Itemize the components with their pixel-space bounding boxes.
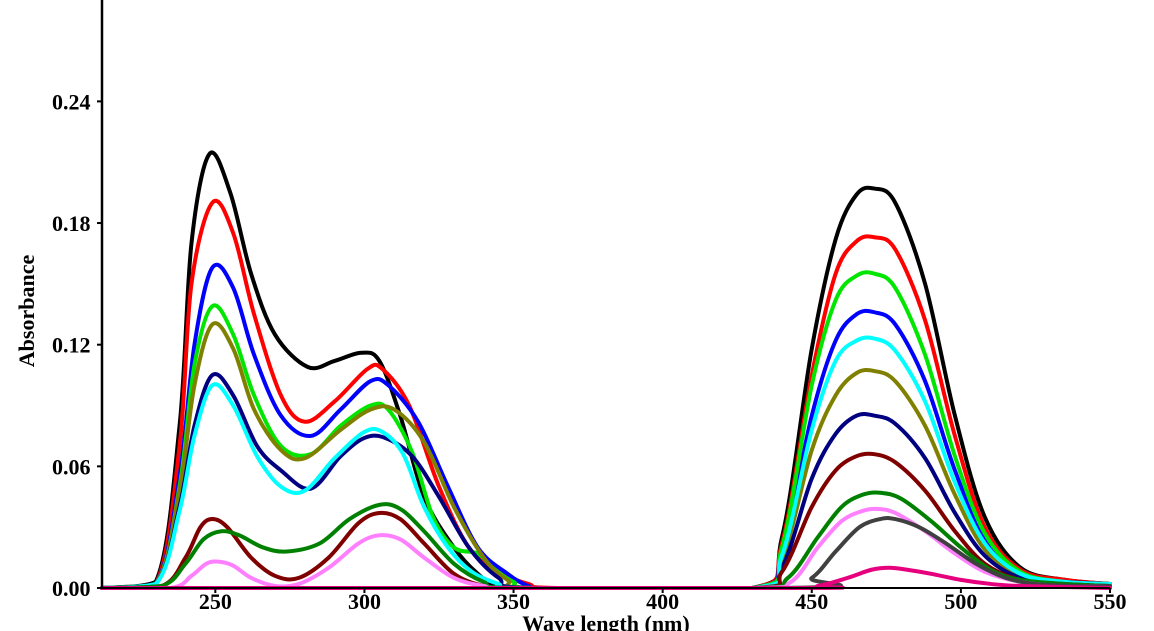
x-axis-title: Wave length (nm) — [522, 611, 689, 631]
series-line-6 — [100, 372, 1112, 591]
y-tick-label: 0.12 — [52, 333, 91, 358]
x-tick-label: 500 — [944, 589, 977, 614]
x-tick-label: 550 — [1094, 589, 1127, 614]
y-tick-label: 0.18 — [52, 211, 91, 236]
x-tick-label: 450 — [795, 589, 828, 614]
series-line-3 — [100, 262, 1112, 591]
x-tick-label: 300 — [348, 589, 381, 614]
series-line-7 — [100, 335, 1112, 591]
series-line-5 — [100, 321, 1112, 591]
y-tick-label: 0.00 — [52, 576, 91, 601]
y-tick-label: 0.24 — [52, 89, 91, 114]
x-tick-label: 250 — [199, 589, 232, 614]
series-layer — [100, 150, 1112, 591]
x-tick-label: 400 — [646, 589, 679, 614]
y-axis-title: Absorbance — [14, 255, 39, 368]
x-tick-label: 350 — [497, 589, 530, 614]
y-tick-label: 0.06 — [52, 454, 91, 479]
ticks-layer: 250 300 350 400 450 500 550 0.00 0.06 0.12 0.18 0.2… — [52, 89, 1127, 614]
